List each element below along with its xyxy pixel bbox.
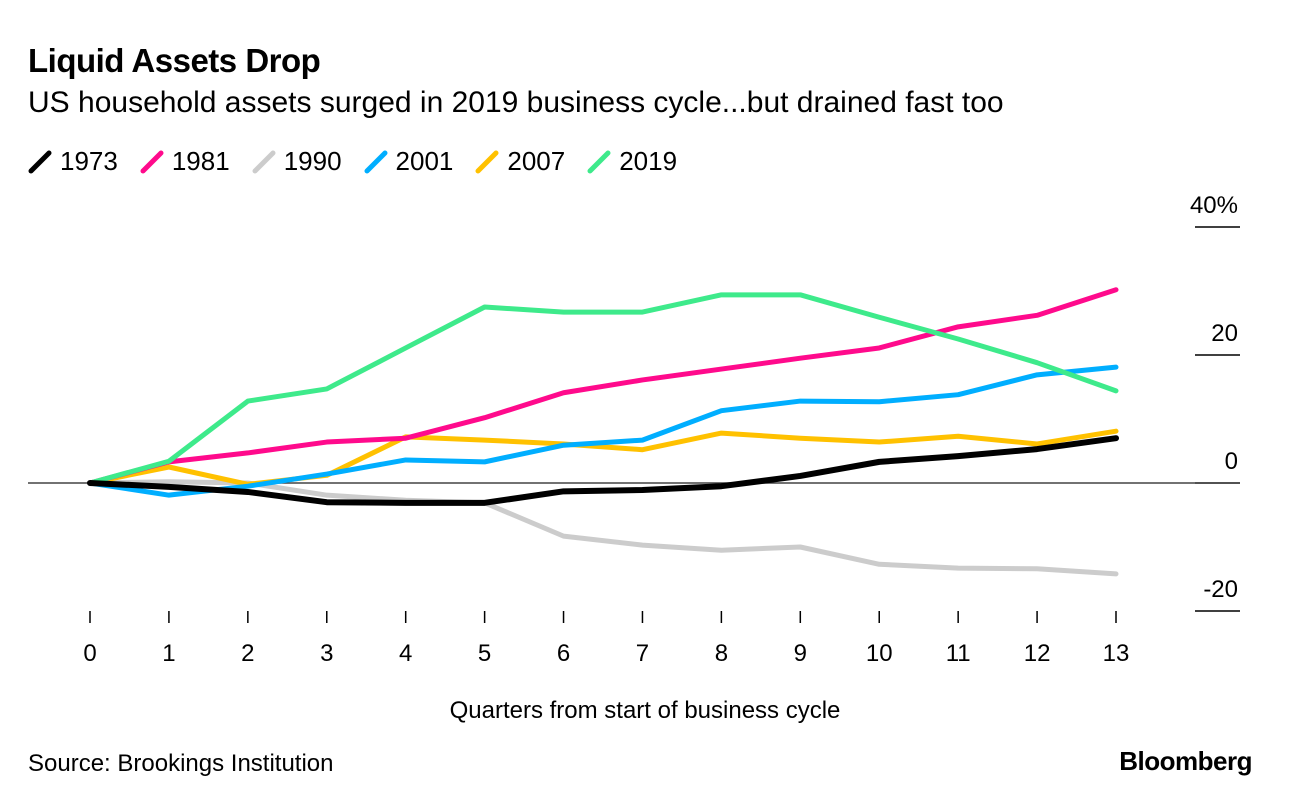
x-tick-label: 2 <box>241 640 254 667</box>
legend-item-1973: 1973 <box>28 146 118 177</box>
x-tick-label: 5 <box>478 640 491 667</box>
x-tick-label: 10 <box>866 640 893 667</box>
legend-label: 1990 <box>283 146 342 176</box>
series-line-2019 <box>87 292 1119 486</box>
series-line-2001 <box>87 364 1119 498</box>
bloomberg-logo: Bloomberg <box>1119 746 1252 776</box>
legend-swatch-icon <box>140 150 164 173</box>
x-tick-label: 0 <box>83 640 96 667</box>
legend-label: 1981 <box>171 146 230 176</box>
series-line-1990 <box>87 479 1119 577</box>
x-tick-label: 4 <box>399 640 412 667</box>
legend-label: 2007 <box>507 146 566 176</box>
legend-swatch-icon <box>28 150 52 173</box>
legend-item-1981: 1981 <box>140 146 230 177</box>
x-tick-label: 8 <box>715 640 728 667</box>
x-tick-label: 13 <box>1103 640 1130 667</box>
legend-item-1990: 1990 <box>252 146 342 177</box>
chart-subtitle: US household assets surged in 2019 busin… <box>28 86 1004 119</box>
legend-item-2019: 2019 <box>587 146 677 177</box>
legend-label: 2019 <box>619 146 678 176</box>
x-tick-label: 9 <box>794 640 807 667</box>
x-tick-label: 11 <box>946 640 971 667</box>
legend-swatch-icon <box>364 150 388 173</box>
x-tick-label: 3 <box>320 640 333 667</box>
legend-label: 2001 <box>395 146 454 176</box>
x-tick-label: 12 <box>1024 640 1051 667</box>
legend-item-2001: 2001 <box>364 146 454 177</box>
legend-swatch-icon <box>475 150 499 173</box>
legend-swatch-icon <box>252 150 276 173</box>
legend: 1973 1981 1990 2001 2007 2019 <box>28 146 677 177</box>
x-tick-label: 6 <box>557 640 570 667</box>
legend-swatch-icon <box>587 150 611 173</box>
series-line-1981 <box>87 287 1119 486</box>
source-note: Source: Brookings Institution <box>28 750 334 777</box>
y-tick-label: 0 <box>1225 448 1238 475</box>
x-tick-label: 1 <box>162 640 175 667</box>
series-line-1973 <box>87 435 1119 506</box>
chart-title: Liquid Assets Drop <box>28 42 321 79</box>
legend-item-2007: 2007 <box>475 146 565 177</box>
x-tick-label: 7 <box>636 640 649 667</box>
y-tick-label: -20 <box>1203 576 1238 603</box>
y-tick-label: 20 <box>1211 320 1238 347</box>
y-tick-label: 40% <box>1190 192 1238 219</box>
x-axis-label: Quarters from start of business cycle <box>450 697 841 724</box>
legend-label: 1973 <box>60 146 118 176</box>
